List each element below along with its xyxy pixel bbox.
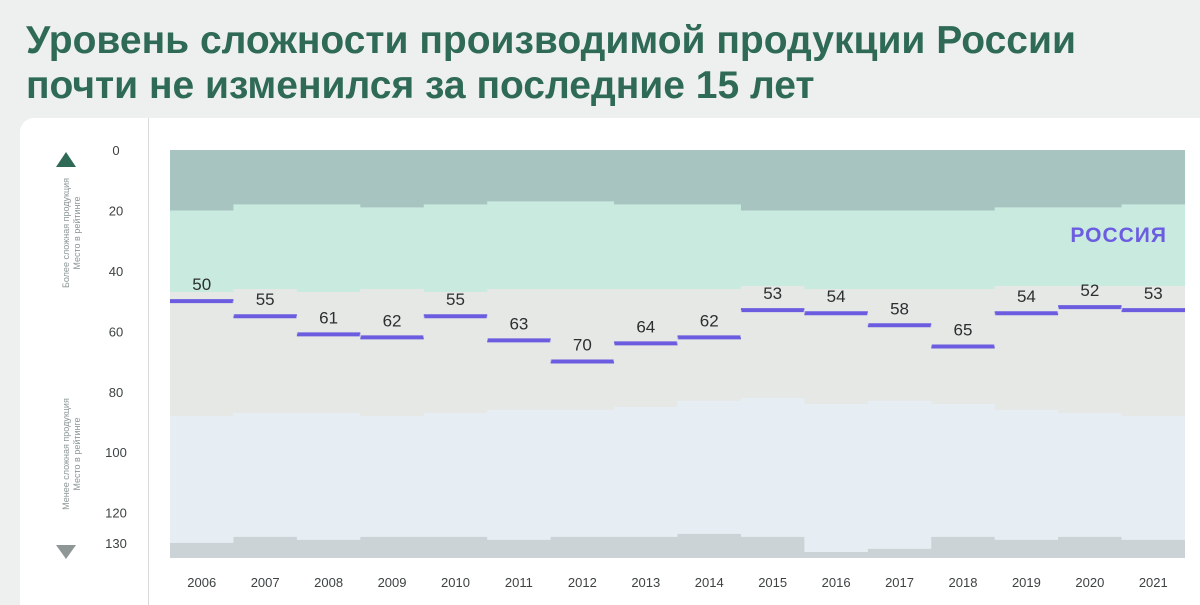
x-tick-2010: 2010 — [441, 575, 470, 590]
y-tick-0: 0 — [112, 143, 119, 158]
x-tick-2012: 2012 — [568, 575, 597, 590]
data-label-2011: 63 — [509, 314, 528, 333]
y-tick-80: 80 — [109, 385, 123, 400]
data-label-2009: 62 — [383, 311, 402, 330]
data-label-2013: 64 — [636, 317, 655, 336]
x-tick-2016: 2016 — [822, 575, 851, 590]
data-label-2017: 58 — [890, 299, 909, 318]
series-label-russia: РОССИЯ — [1070, 224, 1167, 247]
x-tick-2020: 2020 — [1075, 575, 1104, 590]
title-line-1: Уровень сложности производимой продукции… — [26, 19, 1076, 62]
x-tick-2017: 2017 — [885, 575, 914, 590]
x-tick-2021: 2021 — [1139, 575, 1168, 590]
data-label-2010: 55 — [446, 290, 465, 309]
x-tick-2019: 2019 — [1012, 575, 1041, 590]
x-tick-2014: 2014 — [695, 575, 724, 590]
y-tick-120: 120 — [105, 506, 127, 521]
band-top — [170, 150, 1185, 211]
data-label-2020: 52 — [1080, 281, 1099, 300]
x-tick-2015: 2015 — [758, 575, 787, 590]
x-tick-2018: 2018 — [949, 575, 978, 590]
x-tick-2006: 2006 — [187, 575, 216, 590]
chart-title: Уровень сложности производимой продукции… — [26, 18, 1076, 108]
data-label-2014: 62 — [700, 311, 719, 330]
data-label-2021: 53 — [1144, 284, 1163, 303]
x-tick-2008: 2008 — [314, 575, 343, 590]
y-tick-40: 40 — [109, 264, 123, 279]
title-line-2: почти не изменился за последние 15 лет — [26, 64, 815, 107]
data-label-2015: 53 — [763, 284, 782, 303]
data-label-2018: 65 — [954, 320, 973, 339]
data-label-2019: 54 — [1017, 287, 1036, 306]
y-tick-60: 60 — [109, 324, 123, 339]
arrow-down-icon — [56, 545, 76, 559]
y-tick-20: 20 — [109, 203, 123, 218]
data-label-2007: 55 — [256, 290, 275, 309]
x-tick-2011: 2011 — [505, 575, 533, 590]
arrow-up-icon — [56, 152, 76, 167]
y-tick-130: 130 — [105, 536, 127, 551]
x-tick-2007: 2007 — [251, 575, 280, 590]
data-label-2006: 50 — [192, 275, 211, 294]
x-tick-2013: 2013 — [631, 575, 660, 590]
data-label-2012: 70 — [573, 336, 592, 355]
x-tick-2009: 2009 — [378, 575, 407, 590]
axis-divider — [148, 118, 149, 605]
data-label-2016: 54 — [827, 287, 846, 306]
data-label-2008: 61 — [319, 308, 338, 327]
y-tick-100: 100 — [105, 445, 127, 460]
